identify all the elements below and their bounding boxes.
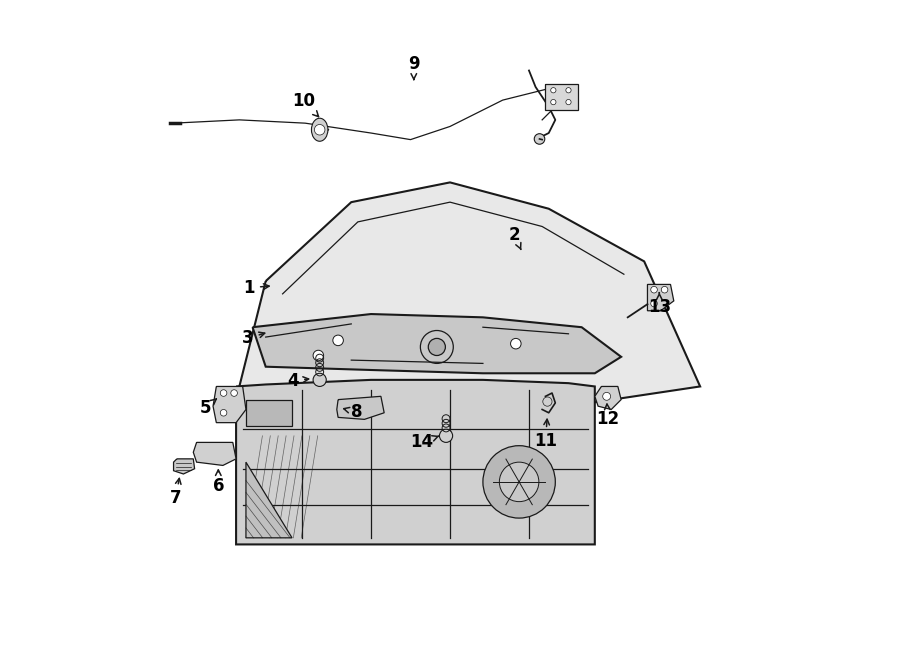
Circle shape bbox=[428, 338, 446, 356]
Circle shape bbox=[566, 88, 572, 93]
Circle shape bbox=[220, 409, 227, 416]
Text: 13: 13 bbox=[648, 293, 670, 317]
Circle shape bbox=[333, 335, 344, 346]
PathPatch shape bbox=[239, 182, 700, 409]
Text: 9: 9 bbox=[408, 55, 419, 79]
Text: 6: 6 bbox=[212, 470, 224, 496]
Text: 8: 8 bbox=[344, 403, 363, 421]
Circle shape bbox=[603, 393, 610, 401]
Text: 7: 7 bbox=[170, 479, 181, 508]
PathPatch shape bbox=[337, 397, 384, 419]
Circle shape bbox=[230, 390, 238, 397]
PathPatch shape bbox=[236, 380, 595, 545]
Text: 14: 14 bbox=[410, 434, 438, 451]
Circle shape bbox=[439, 429, 453, 442]
Circle shape bbox=[510, 338, 521, 349]
Circle shape bbox=[651, 300, 657, 307]
Circle shape bbox=[314, 124, 325, 135]
PathPatch shape bbox=[194, 442, 236, 465]
Text: 3: 3 bbox=[242, 329, 265, 348]
Circle shape bbox=[651, 286, 657, 293]
FancyBboxPatch shape bbox=[246, 400, 292, 426]
Polygon shape bbox=[246, 462, 292, 538]
Circle shape bbox=[535, 134, 544, 144]
PathPatch shape bbox=[213, 387, 246, 422]
Text: 11: 11 bbox=[534, 419, 557, 450]
Text: 2: 2 bbox=[508, 226, 521, 249]
Text: 10: 10 bbox=[292, 93, 319, 116]
Circle shape bbox=[220, 390, 227, 397]
Text: 12: 12 bbox=[597, 404, 619, 428]
PathPatch shape bbox=[545, 84, 579, 110]
Ellipse shape bbox=[311, 118, 328, 141]
Text: 5: 5 bbox=[200, 399, 216, 417]
Circle shape bbox=[543, 397, 552, 407]
Circle shape bbox=[551, 99, 556, 104]
Circle shape bbox=[662, 286, 668, 293]
PathPatch shape bbox=[647, 284, 674, 311]
Circle shape bbox=[500, 462, 539, 502]
Circle shape bbox=[313, 350, 324, 361]
Text: 1: 1 bbox=[244, 279, 269, 297]
PathPatch shape bbox=[595, 387, 621, 409]
Circle shape bbox=[551, 88, 556, 93]
Text: 4: 4 bbox=[287, 371, 309, 389]
PathPatch shape bbox=[253, 314, 621, 373]
Circle shape bbox=[483, 446, 555, 518]
Circle shape bbox=[313, 373, 327, 387]
PathPatch shape bbox=[174, 459, 194, 474]
Circle shape bbox=[566, 99, 572, 104]
